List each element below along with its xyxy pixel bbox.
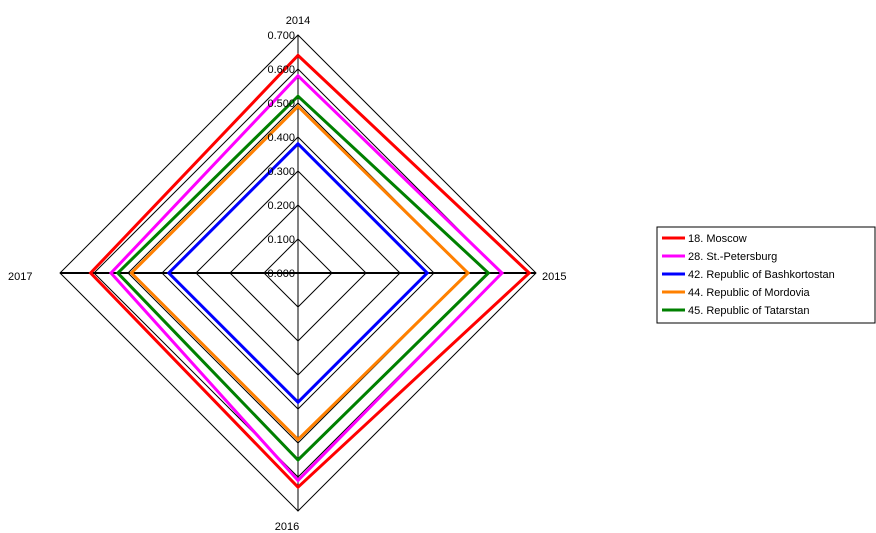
series-line-4 [115,94,491,463]
legend-label-4: 45. Republic of Tatarstan [688,305,809,317]
legend: 18. Moscow 28. St.-Petersburg 42. Republic… [656,226,876,324]
tick-label: 0.700 [267,30,295,42]
axis-label-top: 2014 [286,15,310,27]
axis-label-left: 2017 [8,271,32,283]
legend-label-3: 44. Republic of Mordovia [688,287,811,299]
radar-axis-labels: 2014 2015 2016 2017 [8,15,566,533]
legend-label-1: 28. St.-Petersburg [688,251,777,263]
series-line-0 [88,53,532,490]
tick-label: 0.600 [267,64,295,76]
radar-tick-labels: 0.000 0.100 0.200 0.300 0.400 0.500 0.600 0.700 [267,30,295,280]
axis-label-right: 2015 [542,271,566,283]
legend-label-2: 42. Republic of Bashkortostan [688,269,835,281]
tick-label: 0.000 [267,268,295,280]
tick-label: 0.200 [267,200,295,212]
tick-label: 0.400 [267,132,295,144]
legend-label-0: 18. Moscow [688,233,747,245]
legend-box [656,226,876,324]
tick-label: 0.100 [267,234,295,246]
radar-series [88,53,532,490]
series-line-1 [108,73,505,483]
tick-label: 0.500 [267,98,295,110]
series-line-2 [166,141,430,405]
series-line-3 [129,104,471,442]
axis-label-bottom: 2016 [275,521,299,533]
tick-label: 0.300 [267,166,295,178]
